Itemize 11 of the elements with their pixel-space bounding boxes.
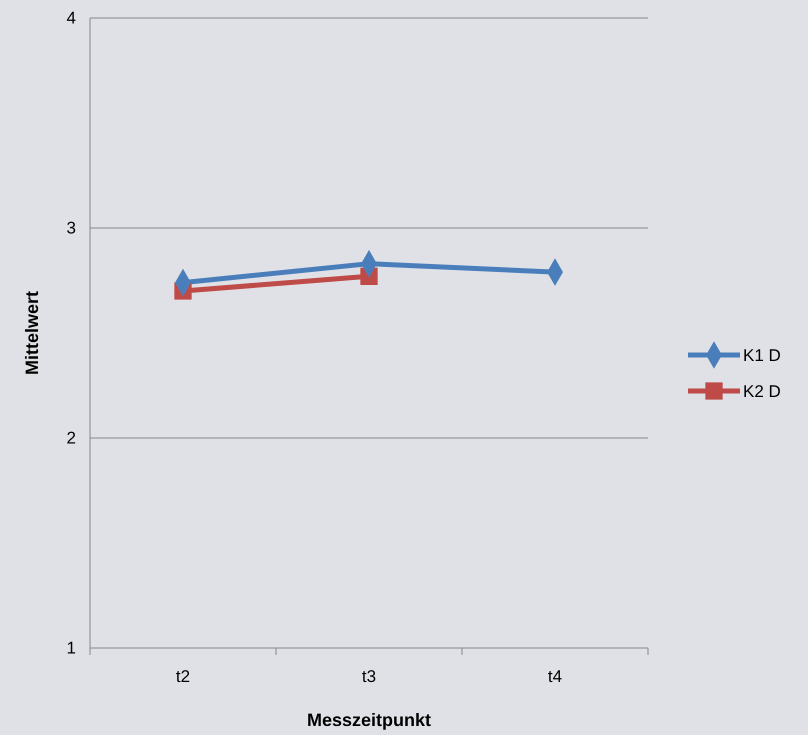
y-axis-title: Mittelwert	[22, 290, 42, 376]
x-axis-title: Messzeitpunkt	[306, 710, 432, 730]
y-tick-label: 2	[66, 428, 76, 448]
x-tick-label: t2	[176, 667, 190, 686]
x-tick-label: t3	[362, 667, 376, 686]
y-tick-label: 4	[66, 8, 76, 28]
legend-label: K2 D	[743, 382, 781, 401]
x-tick-label: t4	[548, 667, 562, 686]
legend-label: K1 D	[743, 346, 781, 365]
y-tick-label: 3	[66, 218, 76, 238]
y-tick-label: 1	[66, 638, 76, 658]
